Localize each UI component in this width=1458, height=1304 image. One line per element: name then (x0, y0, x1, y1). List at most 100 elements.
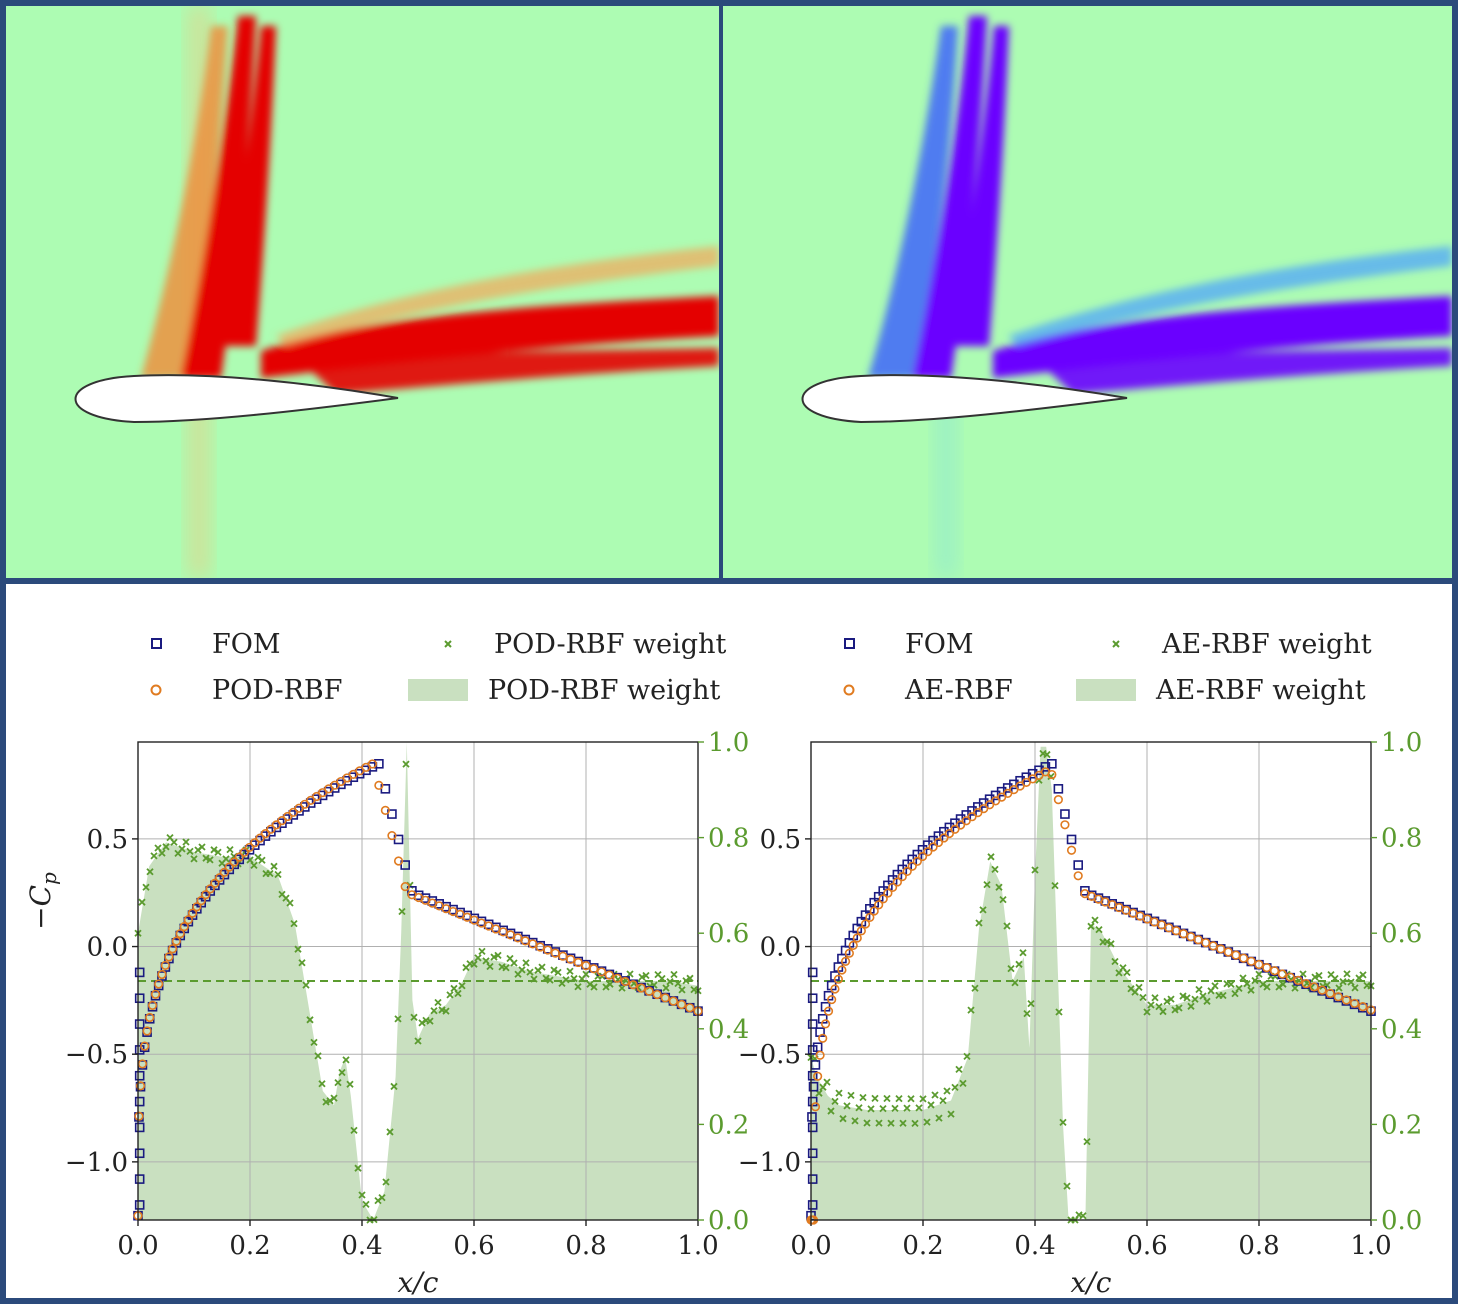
weight-marker (887, 1119, 895, 1127)
weight-marker (470, 960, 478, 968)
weight-marker (1043, 750, 1051, 759)
rom-marker (818, 1033, 828, 1043)
weight-marker (490, 953, 498, 961)
rom-marker (668, 996, 678, 1006)
y-tick-label: −1.0 (738, 1148, 801, 1178)
rom-marker (833, 974, 843, 984)
fom-marker (1040, 762, 1051, 772)
fom-marker (907, 854, 918, 865)
x-tick-label: 1.0 (1350, 1231, 1391, 1261)
y-tick-label: 0.5 (760, 825, 801, 855)
flow-field-panel-blue (723, 6, 1452, 578)
weight-marker (1343, 970, 1351, 978)
weight-marker (286, 899, 294, 907)
rom-marker (374, 780, 384, 790)
rom-marker (897, 871, 907, 882)
rom-marker (543, 945, 553, 955)
rom-marker (244, 842, 255, 853)
rom-marker (255, 833, 265, 843)
rom-marker (214, 873, 225, 883)
fom-marker (374, 758, 384, 769)
legend: FOM POD-RBF weight POD-RBF POD-RBF weight (150, 629, 726, 706)
x-tick-label: 1.0 (677, 1231, 718, 1261)
y-axis-label: −Cp (24, 872, 61, 930)
rom-marker (387, 830, 397, 841)
rom-marker (950, 824, 960, 834)
weight-marker (494, 951, 502, 960)
weight-marker (987, 853, 995, 861)
x-axis-label: x/c (398, 1266, 439, 1298)
weight-marker (927, 1101, 935, 1109)
rom-marker (928, 842, 938, 852)
weight-marker (162, 843, 170, 851)
weight-marker (454, 989, 462, 998)
weight-area (811, 746, 1371, 1220)
y2-tick-label: 0.0 (708, 1206, 749, 1236)
rom-marker (902, 866, 912, 876)
rom-marker (887, 882, 898, 893)
weight-marker (883, 1094, 891, 1103)
rom-marker (201, 890, 211, 900)
y2-tick-label: 0.6 (708, 919, 749, 949)
rom-marker (944, 828, 954, 839)
fom-marker (1053, 784, 1064, 794)
rom-marker (676, 999, 687, 1010)
rom-marker (1309, 982, 1319, 992)
legend-label: FOM (905, 629, 974, 660)
x-tick-label: 0.4 (1014, 1231, 1055, 1261)
weight-marker (1055, 1008, 1063, 1016)
rom-marker (147, 1000, 158, 1010)
rom-marker (912, 856, 922, 866)
weight-marker (1331, 974, 1339, 983)
weight-marker (582, 970, 590, 978)
rom-marker (145, 1012, 155, 1023)
legend-marker-cross (444, 640, 452, 648)
y2-tick-label: 0.0 (1381, 1206, 1422, 1236)
rom-marker (1254, 959, 1264, 970)
rom-marker (498, 927, 508, 937)
weight-marker (879, 1104, 887, 1113)
weight-marker (1183, 994, 1191, 1002)
weight-marker (1091, 916, 1099, 924)
fom-marker (812, 1042, 823, 1053)
rom-marker (224, 862, 234, 872)
weight-marker (298, 959, 306, 967)
y-tick-label: 0.0 (760, 933, 801, 963)
weight-marker (342, 1056, 350, 1064)
rom-marker (558, 951, 568, 961)
weight-marker (1339, 978, 1347, 986)
rom-marker (1293, 975, 1303, 985)
rom-marker (636, 983, 646, 993)
weight-marker (554, 968, 562, 976)
weight-marker (843, 1102, 851, 1110)
rom-markers (806, 767, 1376, 1225)
rom-marker (266, 824, 276, 834)
weight-marker (1095, 925, 1103, 934)
weight-marker (1311, 973, 1319, 981)
weight-markers (807, 749, 1375, 1224)
weight-marker (1191, 995, 1199, 1003)
legend-marker-circle (843, 684, 855, 696)
weight-marker (1163, 997, 1171, 1006)
weight-marker (1003, 922, 1011, 930)
rom-marker (573, 957, 583, 968)
weight-marker (1243, 980, 1251, 988)
y2-tick-label: 0.8 (708, 824, 749, 854)
weight-marker (574, 983, 582, 991)
rom-marker (1341, 995, 1351, 1005)
rom-marker (1053, 794, 1063, 805)
weight-marker (991, 865, 999, 873)
fom-marker (134, 1070, 145, 1081)
x-tick-label: 0.8 (565, 1231, 606, 1261)
weight-marker (899, 1119, 907, 1127)
rom-marker (528, 939, 538, 949)
rom-marker (1208, 941, 1218, 951)
fom-marker (1066, 834, 1077, 845)
weight-marker (566, 967, 574, 975)
rom-marker (840, 956, 851, 966)
rom-marker (581, 960, 591, 971)
flow-field-red (6, 6, 719, 578)
weight-marker (202, 854, 210, 862)
fom-marker (817, 1013, 828, 1024)
weight-marker (851, 1117, 859, 1125)
